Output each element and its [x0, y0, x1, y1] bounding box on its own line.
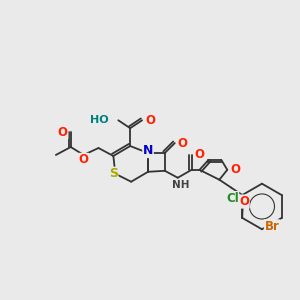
Text: O: O — [178, 136, 188, 150]
Text: Br: Br — [264, 220, 279, 233]
Text: O: O — [58, 126, 68, 139]
Text: O: O — [79, 153, 88, 167]
Text: S: S — [109, 167, 118, 180]
Text: O: O — [239, 195, 249, 208]
Text: O: O — [230, 163, 240, 176]
Text: HO: HO — [90, 115, 108, 125]
Text: Cl: Cl — [226, 192, 239, 205]
Text: NH: NH — [172, 180, 190, 190]
Text: N: N — [143, 145, 153, 158]
Text: O: O — [145, 114, 155, 127]
Text: O: O — [194, 148, 205, 161]
